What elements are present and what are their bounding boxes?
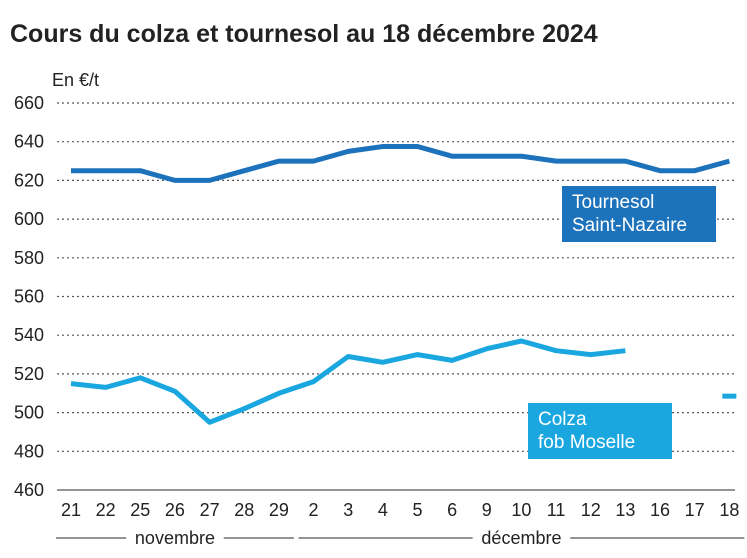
x-tick-label: 25: [130, 500, 150, 520]
series-lines: [70, 144, 737, 425]
series-line-0: [71, 144, 731, 183]
y-tick-label: 480: [14, 441, 44, 461]
month-labels: novembre décembre: [56, 528, 745, 548]
series-label-box: [562, 186, 716, 242]
x-tick-label: 3: [343, 500, 353, 520]
x-tick-label: 18: [719, 500, 739, 520]
y-tick-label: 520: [14, 364, 44, 384]
x-tick-label: 12: [581, 500, 601, 520]
x-tick-label: 22: [96, 500, 116, 520]
series-line-1: [70, 338, 626, 425]
y-tick-label: 620: [14, 170, 44, 190]
series-label-text: Colza: [538, 409, 587, 430]
y-unit-label: En €/t: [52, 70, 99, 90]
x-tick-label: 21: [61, 500, 81, 520]
y-tick-label: 460: [14, 480, 44, 500]
x-tick-label: 29: [269, 500, 289, 520]
x-tick-label: 27: [200, 500, 220, 520]
y-tick-label: 640: [14, 132, 44, 152]
series-label-text: Saint-Nazaire: [572, 215, 687, 236]
x-tick-label: 17: [685, 500, 705, 520]
x-tick-label: 2: [309, 500, 319, 520]
x-tick-label: 4: [378, 500, 388, 520]
x-tick-label: 16: [650, 500, 670, 520]
y-tick-label: 500: [14, 403, 44, 423]
x-tick-label: 11: [547, 500, 566, 520]
y-tick-label: 540: [14, 325, 44, 345]
series-label-text: fob Moselle: [538, 432, 635, 453]
x-tick-labels: 21 22 25 26 27 28 29 2 3 4 5 6 9 10 11 12 13 16 17 18: [61, 500, 739, 520]
chart-title: Cours du colza et tournesol au 18 décemb…: [10, 20, 598, 48]
x-tick-label: 10: [511, 500, 531, 520]
month-label: décembre: [481, 528, 561, 548]
y-tick-labels: 460 480 500 520 540 560 580 600 620 640 660: [14, 93, 44, 500]
x-tick-label: 13: [615, 500, 635, 520]
y-tick-label: 660: [14, 93, 44, 113]
month-label: novembre: [135, 528, 215, 548]
y-tick-label: 600: [14, 209, 44, 229]
series-label-box: [528, 403, 672, 459]
y-tick-label: 560: [14, 287, 44, 307]
x-tick-label: 6: [447, 500, 457, 520]
x-tick-label: 28: [234, 500, 254, 520]
x-tick-label: 9: [482, 500, 492, 520]
series-label-text: Tournesol: [572, 192, 654, 213]
x-tick-label: 5: [412, 500, 422, 520]
y-tick-label: 580: [14, 248, 44, 268]
x-tick-label: 26: [165, 500, 185, 520]
